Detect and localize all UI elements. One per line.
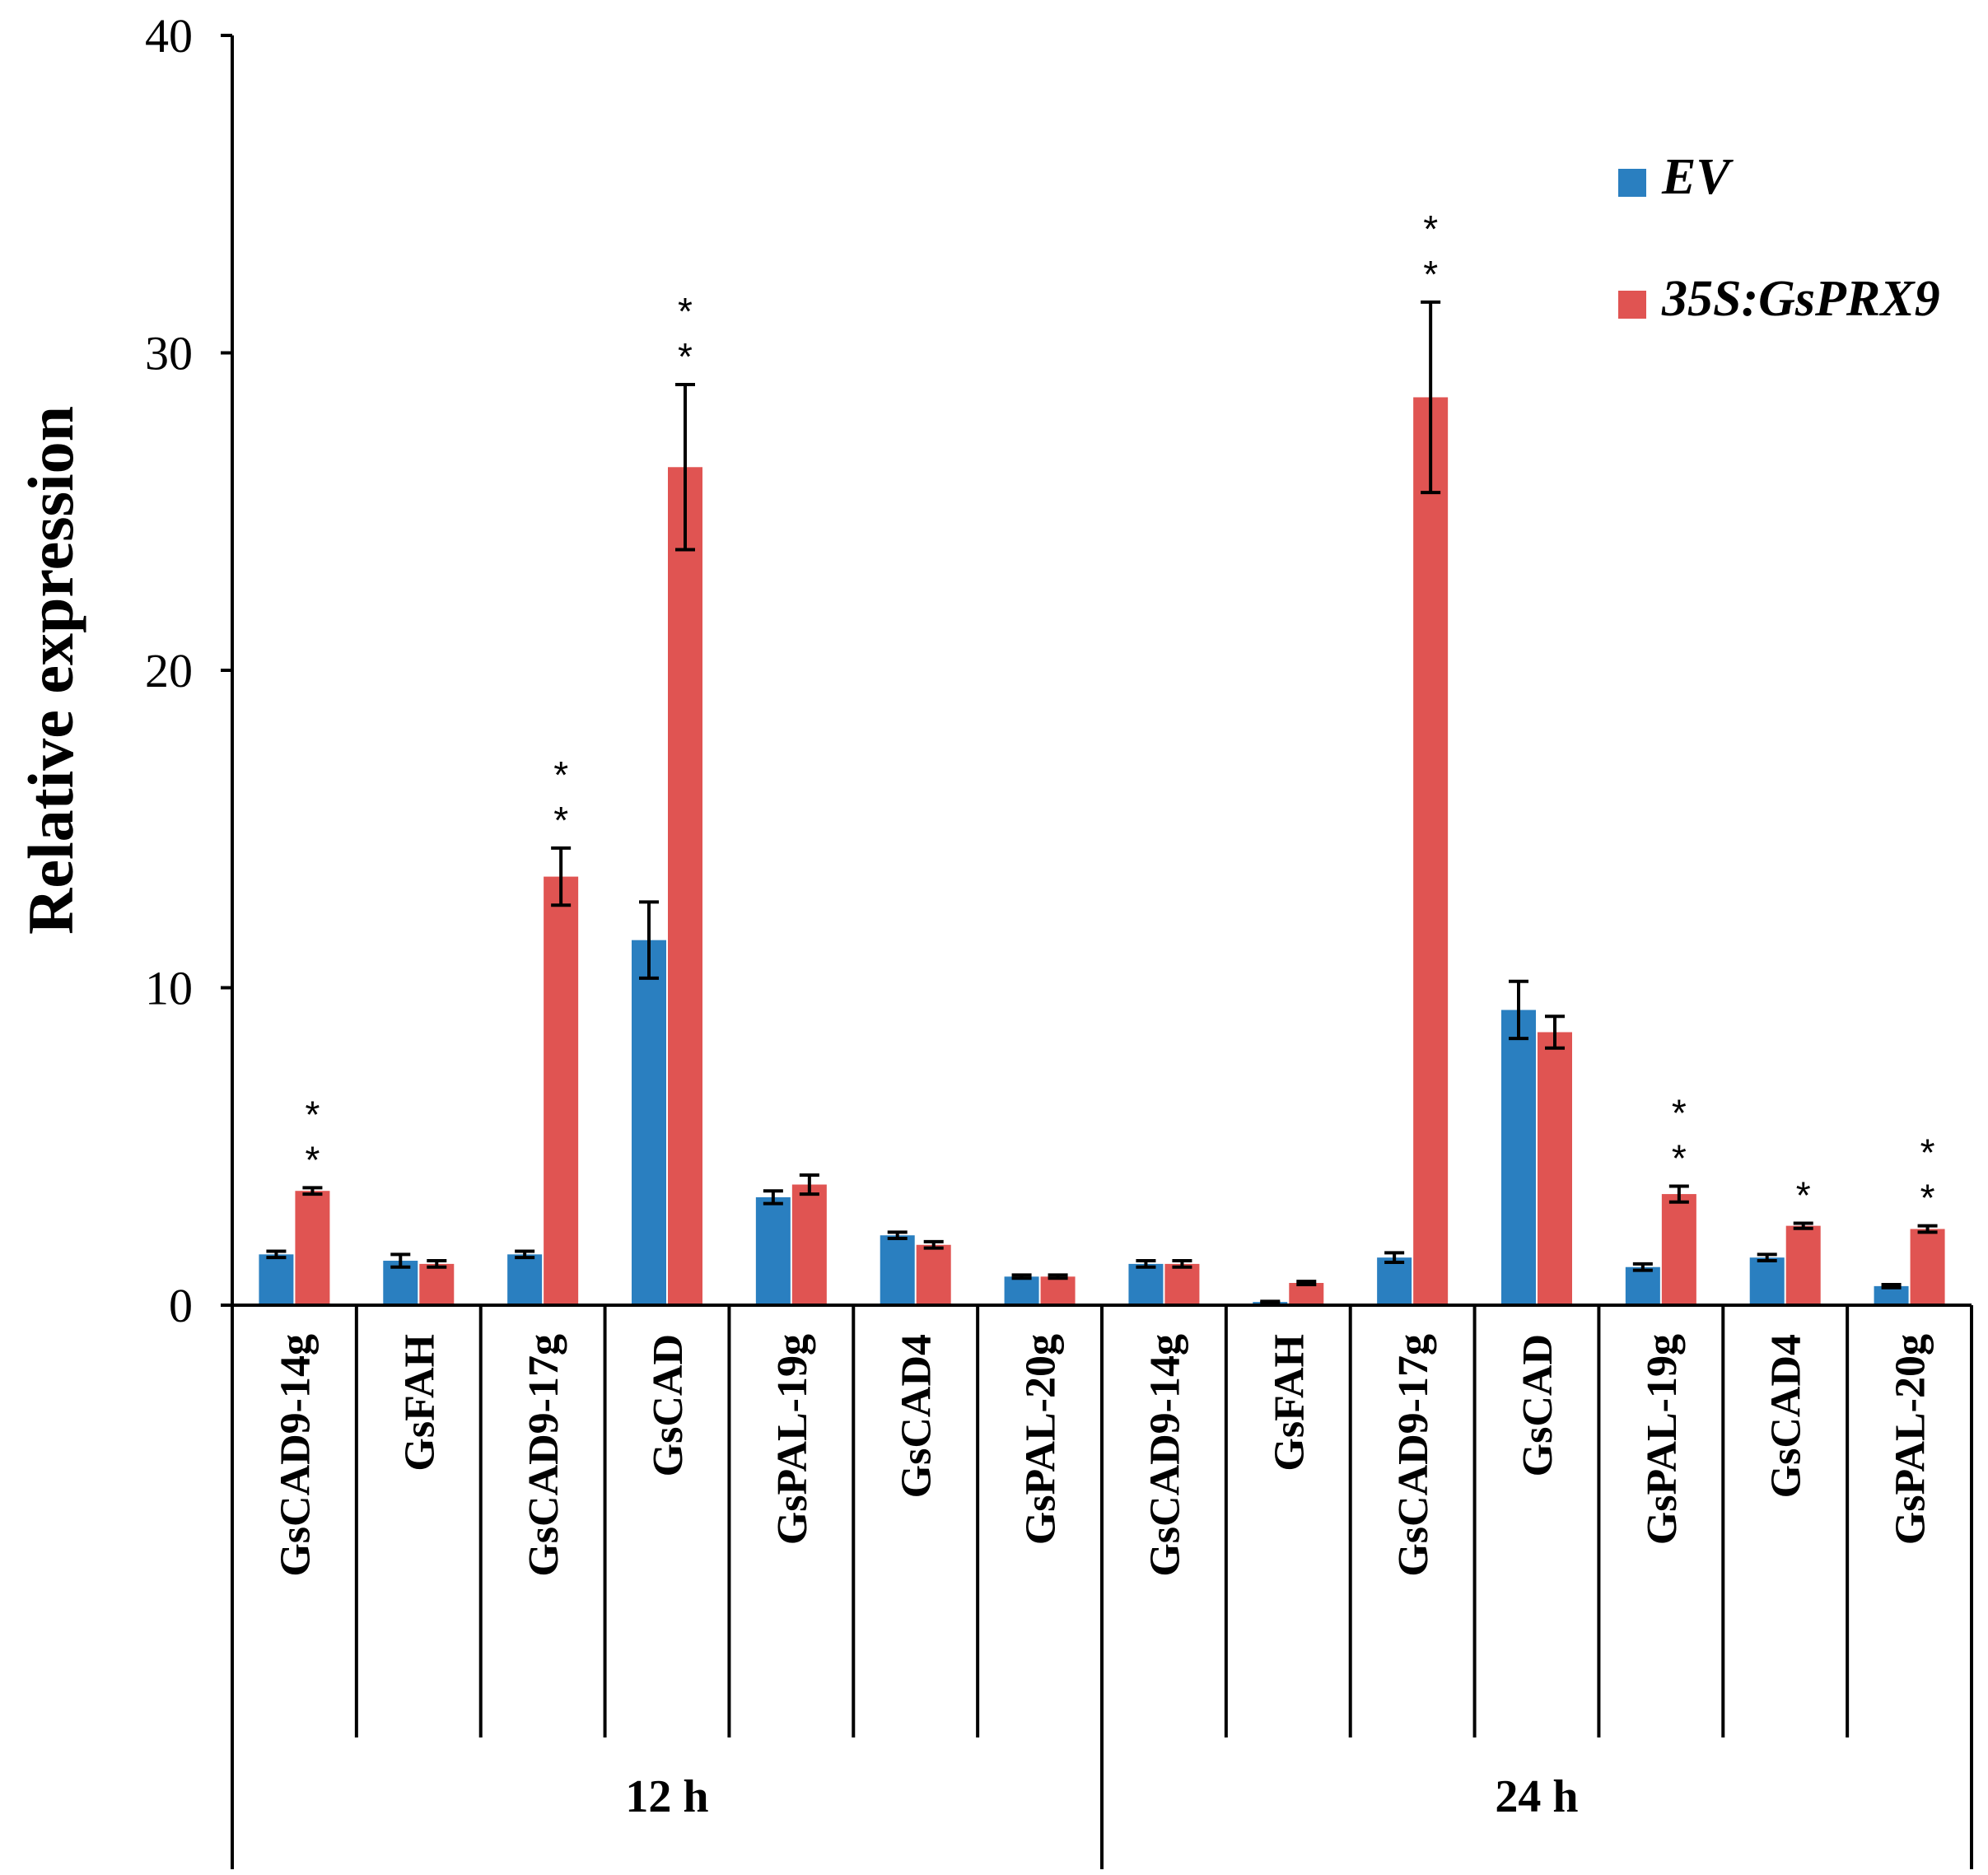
x-category-label: GsCAD9-17g (1390, 1334, 1437, 1577)
significance-star: * (305, 1138, 320, 1181)
significance-star: * (553, 753, 568, 796)
error-bar-gsprx9-12 (1793, 1221, 1813, 1230)
error-bar-gsprx9-13 (1917, 1224, 1938, 1234)
y-tick-label: 10 (145, 962, 193, 1015)
bar-gsprx9-8 (1289, 1283, 1324, 1305)
y-tick-label: 0 (169, 1279, 193, 1332)
bar-gsprx9-7 (1164, 1263, 1200, 1305)
bar-gsprx9-3 (668, 467, 702, 1305)
y-tick-label: 20 (145, 644, 193, 697)
error-bar-gsprx9-2 (551, 846, 572, 907)
x-category-label: GsPAL-20g (1018, 1334, 1065, 1545)
bar-gsprx9-0 (295, 1191, 330, 1305)
bar-ev-7 (1128, 1263, 1164, 1305)
x-category-label: GsCAD9-14g (1141, 1334, 1188, 1577)
x-category-label: GsPAL-20g (1888, 1334, 1934, 1545)
bar-gsprx9-12 (1785, 1225, 1821, 1305)
bar-gsprx9-2 (544, 876, 579, 1305)
error-bar-ev-2 (515, 1249, 535, 1260)
x-category-label: GsCAD4 (1763, 1334, 1810, 1498)
x-category-label: GsFAH (396, 1334, 443, 1472)
legend-label-gsprx9: 35S:GsPRX9 (1661, 271, 1940, 327)
significance-star: * (305, 1093, 320, 1136)
axes-layer: 0 10 20 30 40 GsCAD9-14g GsFAH GsCAD9-17g GsCAD G… (15, 9, 1973, 1869)
error-bar-gsprx9-10 (1545, 1014, 1565, 1050)
significance-star: * (1672, 1091, 1687, 1134)
bar-gsprx9-5 (916, 1244, 951, 1305)
legend-label-ev: EV (1661, 149, 1734, 205)
y-tick-label: 30 (145, 327, 193, 380)
significance-star: * (1920, 1131, 1935, 1174)
error-bar-gsprx9-6 (1048, 1273, 1068, 1280)
x-category-label: GsCAD9-14g (272, 1334, 319, 1577)
bar-ev-5 (880, 1235, 915, 1305)
error-bar-ev-11 (1632, 1262, 1653, 1272)
bar-gsprx9-10 (1538, 1032, 1572, 1305)
significance-star: * (1672, 1136, 1687, 1179)
y-axis-title: Relative expression (15, 406, 86, 935)
x-category-label: GsPAL-19g (769, 1334, 816, 1545)
error-bar-ev-4 (763, 1189, 783, 1206)
legend-swatch-ev (1618, 169, 1646, 197)
error-bar-ev-1 (390, 1252, 411, 1269)
error-bar-ev-12 (1757, 1252, 1777, 1263)
x-category-label: GsPAL-19g (1639, 1334, 1686, 1545)
x-group-label: 24 h (1495, 1771, 1578, 1822)
y-tick-label: 40 (145, 9, 193, 63)
significance-star: * (678, 290, 693, 333)
error-bar-gsprx9-11 (1668, 1184, 1689, 1204)
bar-ev-11 (1625, 1266, 1660, 1305)
significance-star: * (1796, 1174, 1811, 1217)
x-category-label: GsCAD9-17g (520, 1334, 567, 1577)
bar-ev-13 (1874, 1285, 1909, 1305)
legend: EV 35S:GsPRX9 (1618, 149, 1940, 327)
bar-gsprx9-1 (419, 1263, 455, 1305)
error-bar-ev-8 (1260, 1299, 1281, 1304)
bar-ev-2 (507, 1254, 543, 1305)
x-category-label: GsCAD (1514, 1334, 1561, 1476)
error-bar-gsprx9-3 (675, 383, 695, 552)
error-bar-gsprx9-1 (427, 1259, 447, 1269)
bar-ev-12 (1749, 1257, 1785, 1305)
bars-layer (259, 397, 1945, 1306)
error-bar-gsprx9-8 (1296, 1280, 1317, 1286)
error-bars-layer (266, 300, 1938, 1304)
significance-star: * (1423, 253, 1438, 296)
error-bar-ev-13 (1881, 1282, 1902, 1290)
bar-gsprx9-6 (1040, 1276, 1076, 1305)
bar-gsprx9-9 (1413, 397, 1449, 1306)
bar-ev-0 (259, 1254, 294, 1305)
error-bar-ev-10 (1509, 979, 1528, 1041)
significance-star: * (678, 335, 693, 378)
bar-ev-3 (632, 940, 666, 1305)
significance-layer: *********** ** (305, 208, 1934, 1220)
bar-gsprx9-4 (791, 1184, 827, 1305)
significance-star: * (553, 799, 568, 842)
x-category-label: GsCAD (645, 1334, 692, 1476)
x-group-label: 12 h (625, 1771, 708, 1822)
error-bar-ev-0 (266, 1249, 287, 1260)
significance-star: * (1920, 1177, 1935, 1220)
error-bar-gsprx9-7 (1172, 1259, 1192, 1269)
error-bar-gsprx9-9 (1421, 300, 1441, 495)
error-bar-ev-7 (1136, 1259, 1156, 1269)
legend-swatch-gsprx9 (1618, 291, 1646, 319)
bar-gsprx9-11 (1661, 1194, 1696, 1305)
x-category-label: GsFAH (1266, 1334, 1313, 1472)
error-bar-ev-9 (1384, 1251, 1405, 1264)
error-bar-ev-5 (887, 1230, 908, 1241)
bar-ev-9 (1377, 1257, 1412, 1305)
bar-ev-4 (755, 1196, 791, 1305)
bar-gsprx9-13 (1910, 1229, 1945, 1305)
error-bar-ev-3 (639, 900, 659, 980)
significance-star: * (1423, 208, 1438, 250)
x-category-label: GsCAD4 (894, 1334, 940, 1498)
bar-ev-6 (1004, 1276, 1039, 1305)
bar-ev-10 (1501, 1010, 1536, 1305)
error-bar-gsprx9-0 (302, 1186, 323, 1196)
error-bar-gsprx9-5 (923, 1239, 944, 1250)
error-bar-ev-6 (1011, 1273, 1032, 1280)
error-bar-gsprx9-4 (799, 1173, 819, 1196)
